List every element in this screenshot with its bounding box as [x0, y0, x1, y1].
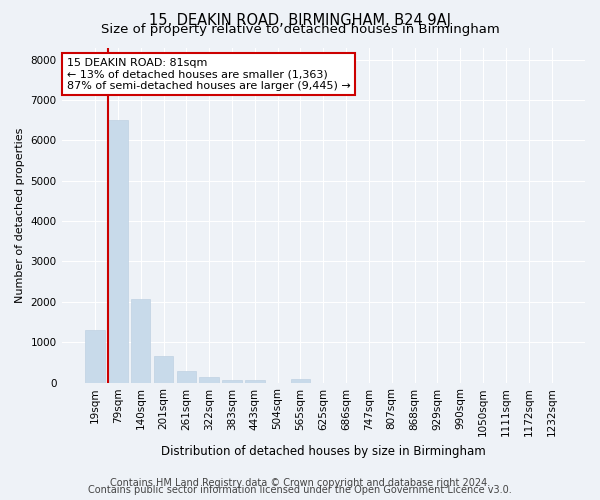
Bar — [108, 120, 128, 382]
Bar — [245, 380, 265, 382]
Text: Contains public sector information licensed under the Open Government Licence v3: Contains public sector information licen… — [88, 485, 512, 495]
Bar — [131, 300, 151, 382]
Text: Contains HM Land Registry data © Crown copyright and database right 2024.: Contains HM Land Registry data © Crown c… — [110, 478, 490, 488]
Text: Size of property relative to detached houses in Birmingham: Size of property relative to detached ho… — [101, 22, 499, 36]
Y-axis label: Number of detached properties: Number of detached properties — [15, 128, 25, 302]
Text: 15, DEAKIN ROAD, BIRMINGHAM, B24 9AJ: 15, DEAKIN ROAD, BIRMINGHAM, B24 9AJ — [149, 12, 451, 28]
Bar — [222, 380, 242, 382]
Bar — [199, 378, 219, 382]
Text: 15 DEAKIN ROAD: 81sqm
← 13% of detached houses are smaller (1,363)
87% of semi-d: 15 DEAKIN ROAD: 81sqm ← 13% of detached … — [67, 58, 350, 91]
X-axis label: Distribution of detached houses by size in Birmingham: Distribution of detached houses by size … — [161, 444, 485, 458]
Bar — [291, 379, 310, 382]
Bar — [85, 330, 105, 382]
Bar — [154, 356, 173, 382]
Bar — [176, 371, 196, 382]
